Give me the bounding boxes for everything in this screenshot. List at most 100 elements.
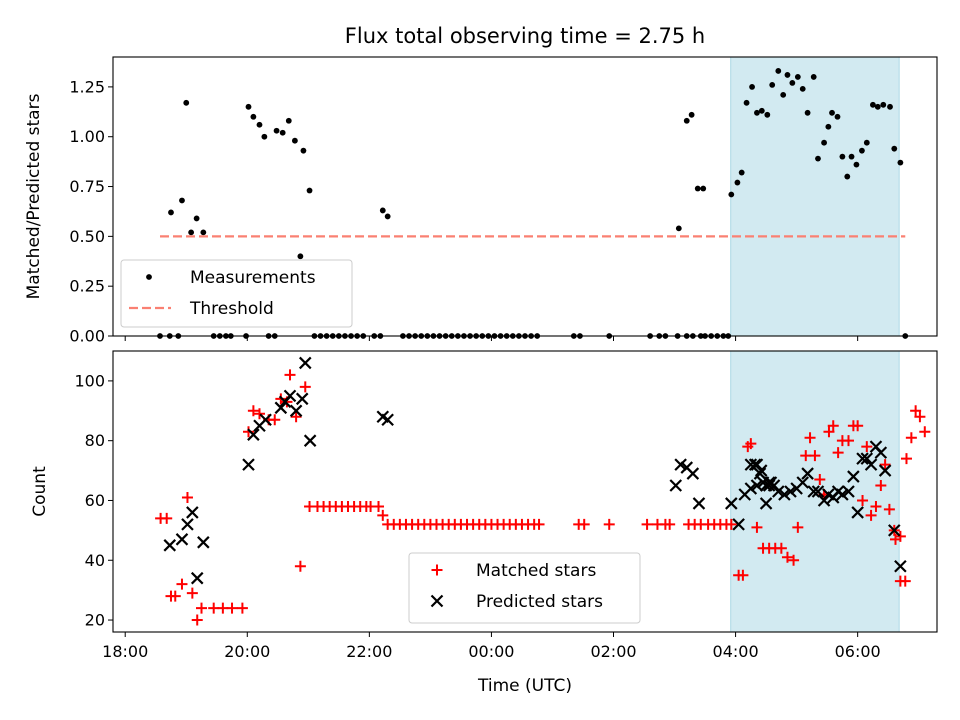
predicted-stars-point: [283, 389, 297, 403]
matched-stars-point: [169, 590, 181, 602]
measurement-point: [859, 147, 865, 154]
matched-stars-point: [664, 518, 676, 530]
legend-label: Matched stars: [476, 561, 596, 581]
matched-stars-point: [751, 521, 763, 533]
measurement-point: [821, 139, 827, 146]
x-tick-label: 04:00: [713, 642, 759, 661]
predicted-stars-point: [762, 479, 776, 492]
measurement-point: [694, 185, 701, 192]
y-tick-label: 20: [85, 611, 105, 630]
matched-stars-point: [196, 602, 208, 614]
predicted-stars-point: [692, 497, 706, 510]
matched-stars-point: [861, 441, 873, 453]
axes-frame: [112, 350, 938, 633]
matched-stars-point: [875, 480, 887, 492]
measurement-point: [804, 109, 811, 116]
matched-stars-point: [186, 587, 198, 599]
measurement-point: [683, 117, 690, 124]
measurement-point: [291, 137, 298, 144]
y-axis-label: Matched/Predicted stars: [24, 93, 44, 299]
y-tick-label: 80: [85, 431, 105, 450]
y-tick-label: 1.25: [69, 77, 105, 96]
measurement-point: [250, 113, 257, 120]
measurement-point: [384, 213, 391, 220]
matched-stars-point: [857, 494, 869, 506]
matched-stars-point: [533, 518, 545, 530]
predicted-stars-point: [744, 482, 758, 495]
measurement-point: [769, 82, 776, 88]
legend-label: Measurements: [190, 268, 316, 288]
matched-stars-point: [247, 405, 259, 417]
matched-stars-point: [842, 435, 854, 447]
matched-stars-point: [889, 533, 901, 545]
predicted-stars-point: [197, 536, 210, 549]
matched-stars-point: [905, 432, 917, 444]
legend-box: [120, 259, 353, 328]
matched-stars-point: [641, 518, 653, 530]
legend-plus-icon: [431, 564, 443, 576]
measurement-point: [775, 68, 782, 74]
legend-label: Predicted stars: [476, 592, 603, 612]
matched-stars-point: [883, 503, 895, 515]
measurement-point: [306, 187, 313, 194]
predicted-stars-point: [247, 428, 260, 441]
matched-stars-point: [865, 509, 877, 521]
measurement-point: [789, 80, 796, 86]
legend: Matched stars Predicted stars: [408, 552, 641, 624]
measurement-point: [300, 147, 307, 154]
measurement-point: [784, 72, 791, 78]
measurement-point: [245, 103, 252, 110]
observing-window-span: [730, 56, 900, 337]
predicted-stars-point: [772, 485, 785, 498]
matched-stars-point: [290, 411, 302, 423]
matched-stars-point: [809, 450, 821, 462]
measurement-point: [188, 229, 195, 236]
x-tick-label: 00:00: [468, 642, 514, 661]
predicted-stars-point: [860, 452, 874, 465]
predicted-stars-point: [190, 571, 204, 585]
matched-stars-point: [910, 405, 922, 417]
matched-stars-point: [226, 602, 238, 614]
count-panel: 20 40 60 80 100 18:00 20:00 22:00 00:00 02:00 04:0…: [30, 350, 938, 661]
measurement-point: [799, 85, 806, 92]
measurement-point: [810, 74, 817, 80]
matched-stars-point: [161, 512, 173, 524]
predicted-stars-point: [732, 518, 745, 531]
data-layer: [157, 68, 909, 339]
measurement-point: [834, 113, 841, 120]
predicted-stars-point: [298, 356, 312, 370]
predicted-stars-point: [725, 497, 738, 510]
measurement-point: [754, 109, 760, 116]
matched-stars-point: [253, 408, 265, 420]
measurement-point: [285, 117, 292, 124]
predicted-stars-point: [887, 524, 901, 537]
predicted-stars-point: [289, 404, 303, 418]
y-tick-label: 40: [85, 551, 105, 570]
legend-label: Threshold: [189, 299, 274, 319]
measurement-point: [749, 83, 755, 90]
predicted-stars-point: [381, 413, 394, 427]
y-tick-label: 100: [74, 371, 105, 390]
matched-stars-point: [788, 554, 800, 566]
x-tick-label: 22:00: [346, 642, 392, 661]
predicted-stars-point: [811, 485, 825, 498]
y-tick-label: 0.25: [69, 277, 105, 296]
predicted-stars-point: [842, 485, 855, 498]
measurement-point: [734, 179, 741, 186]
y-tick-label: 0.50: [69, 227, 105, 246]
predicted-stars-point: [274, 401, 288, 415]
predicted-stars-point: [686, 467, 700, 480]
predicted-stars-point: [847, 470, 860, 483]
matched-stars-point: [781, 551, 793, 563]
matched-stars-point: [914, 411, 926, 423]
predicted-stars-point: [754, 464, 768, 477]
legend-box: [408, 552, 641, 624]
matched-stars-point: [900, 453, 912, 465]
measurement-point: [273, 127, 280, 134]
predicted-stars-point: [878, 464, 892, 477]
measurement-point: [179, 197, 185, 204]
matched-stars-point: [775, 542, 787, 554]
measurement-point: [764, 111, 771, 118]
legend: Measurements Threshold: [120, 259, 353, 328]
